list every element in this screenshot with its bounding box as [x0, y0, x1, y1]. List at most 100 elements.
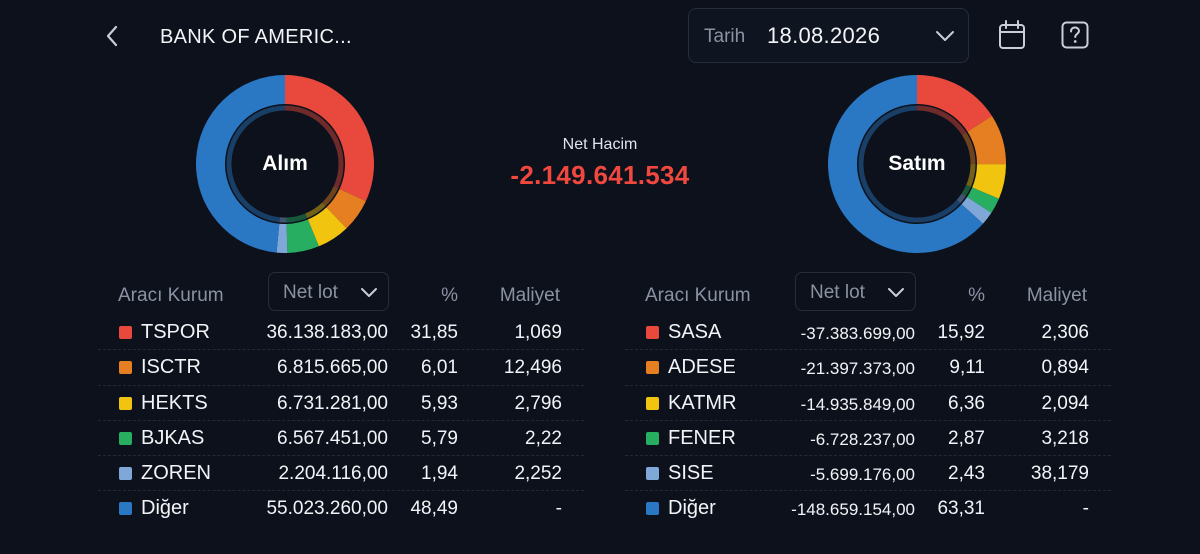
column-header-percent: %	[441, 285, 458, 306]
broker-code: SASA	[668, 321, 722, 343]
legend-swatch	[119, 502, 132, 516]
table-row[interactable]: BJKAS 6.567.451,00 5,79 2,22	[98, 421, 584, 457]
net-lot-value: 36.138.183,00	[266, 322, 388, 343]
buy-slice-diğer	[195, 75, 285, 253]
buy-inner-ring-isctr	[321, 186, 339, 207]
table-row[interactable]: KATMR -14.935.849,00 6,36 2,094	[625, 386, 1111, 421]
buy-slice-isctr	[326, 189, 366, 229]
legend-swatch	[119, 361, 132, 375]
broker-code: ADESE	[668, 356, 736, 379]
header-bar: BANK OF AMERIC... Tarih 18.08.2026	[0, 0, 1200, 72]
buy-donut-svg	[195, 75, 374, 254]
buy-inner-ring-diğer	[226, 105, 286, 223]
percent-value: 15,92	[937, 322, 985, 343]
cost-value: 2,22	[525, 427, 562, 449]
net-lot-value: -5.699.176,00	[810, 465, 915, 485]
chevron-down-icon	[361, 288, 377, 297]
cost-value: 1,069	[514, 322, 562, 343]
net-lot-value: -6.728.237,00	[810, 429, 915, 449]
help-icon	[1061, 21, 1089, 49]
date-picker[interactable]: Tarih 18.08.2026	[688, 8, 969, 63]
percent-value: 9,11	[949, 357, 985, 379]
cost-value: 38,179	[1030, 463, 1089, 485]
buy-table-body: TSPOR 36.138.183,00 31,85 1,069 ISCTR 6.…	[98, 315, 584, 527]
buy-inner-ring-hekts	[305, 202, 326, 219]
broker-code: Diğer	[668, 497, 716, 520]
broker-code: TSPOR	[141, 321, 210, 343]
buy-inner-ring-bjkas	[286, 213, 308, 223]
broker-code: HEKTS	[141, 391, 208, 414]
calendar-icon	[999, 20, 1025, 49]
broker-code: FENER	[668, 426, 736, 449]
table-row[interactable]: FENER -6.728.237,00 2,87 3,218	[625, 421, 1111, 457]
net-lot-value: 6.567.451,00	[277, 427, 388, 449]
buy-donut-chart: Alım	[195, 74, 375, 254]
legend-swatch	[646, 361, 659, 375]
net-volume-label: Net Hacim	[562, 136, 638, 153]
table-row[interactable]: Diğer -148.659.154,00 63,31 -	[625, 491, 1111, 526]
sell-sort-dropdown[interactable]: Net lot	[795, 272, 916, 311]
table-row[interactable]: TSPOR 36.138.183,00 31,85 1,069	[98, 315, 584, 351]
table-row[interactable]: SASA -37.383.699,00 15,92 2,306	[625, 315, 1111, 351]
cost-value: 2,252	[514, 463, 562, 485]
column-header-percent: %	[968, 285, 985, 306]
sell-inner-ring-katmr	[966, 163, 976, 187]
legend-swatch	[646, 431, 659, 445]
page-title: BANK OF AMERIC...	[160, 26, 352, 48]
cost-value: -	[1082, 498, 1089, 520]
legend-swatch	[119, 396, 132, 410]
net-lot-value: 55.023.260,00	[266, 498, 388, 520]
table-row[interactable]: SISE -5.699.176,00 2,43 38,179	[625, 456, 1111, 492]
sell-slice-diğer	[828, 75, 984, 253]
legend-swatch	[646, 326, 659, 339]
table-row[interactable]: ADESE -21.397.373,00 9,11 0,894	[625, 350, 1111, 386]
buy-slice-bjkas	[286, 219, 319, 253]
sell-slice-sise	[961, 196, 992, 224]
legend-swatch	[119, 431, 132, 445]
help-button[interactable]	[1061, 20, 1089, 50]
buy-sort-dropdown[interactable]: Net lot	[268, 272, 389, 311]
legend-swatch	[119, 467, 132, 481]
table-row[interactable]: ZOREN 2.204.116,00 1,94 2,252	[98, 456, 584, 492]
percent-value: 31,85	[410, 322, 458, 343]
sort-dropdown-label: Net lot	[810, 282, 865, 303]
percent-value: 1,94	[421, 463, 458, 485]
net-lot-value: -37.383.699,00	[800, 324, 915, 343]
sell-donut-hole	[864, 111, 970, 217]
table-row[interactable]: HEKTS 6.731.281,00 5,93 2,796	[98, 386, 584, 421]
sell-inner-ring-sise	[956, 193, 966, 204]
sell-inner-ring-fener	[961, 184, 971, 197]
chevron-left-icon	[106, 25, 118, 47]
legend-swatch	[646, 396, 659, 410]
column-header-cost: Maliyet	[499, 285, 560, 306]
column-header-broker: Aracı Kurum	[118, 285, 224, 306]
broker-code: Diğer	[141, 497, 189, 520]
buy-slice-tspor	[285, 75, 374, 202]
cost-value: -	[555, 498, 562, 520]
column-header-cost: Maliyet	[1026, 285, 1087, 306]
calendar-button[interactable]	[997, 19, 1027, 51]
sell-slice-katmr	[972, 164, 1006, 199]
broker-code: KATMR	[668, 391, 737, 414]
percent-value: 6,01	[421, 357, 458, 379]
percent-value: 2,43	[948, 463, 985, 485]
back-button[interactable]	[100, 22, 126, 50]
buy-inner-ring-tspor	[284, 105, 344, 189]
sell-inner-ring-diğer	[858, 105, 961, 223]
buy-slice-zoren	[276, 223, 288, 254]
cost-value: 0,894	[1041, 357, 1089, 379]
net-lot-value: 6.815.665,00	[277, 357, 388, 379]
sell-donut-chart: Satım	[827, 74, 1007, 254]
chevron-down-icon	[888, 288, 904, 297]
table-row[interactable]: Diğer 55.023.260,00 48,49 -	[98, 491, 584, 526]
broker-code: ZOREN	[141, 462, 211, 485]
net-lot-value: -21.397.373,00	[800, 359, 915, 379]
buy-donut-hole	[232, 111, 338, 217]
percent-value: 48,49	[410, 498, 458, 520]
percent-value: 5,79	[421, 427, 458, 449]
sell-slice-fener	[967, 187, 999, 213]
broker-code: ISCTR	[141, 356, 201, 379]
table-row[interactable]: ISCTR 6.815.665,00 6,01 12,496	[98, 350, 584, 386]
legend-swatch	[646, 467, 659, 481]
cost-value: 2,796	[514, 392, 562, 414]
